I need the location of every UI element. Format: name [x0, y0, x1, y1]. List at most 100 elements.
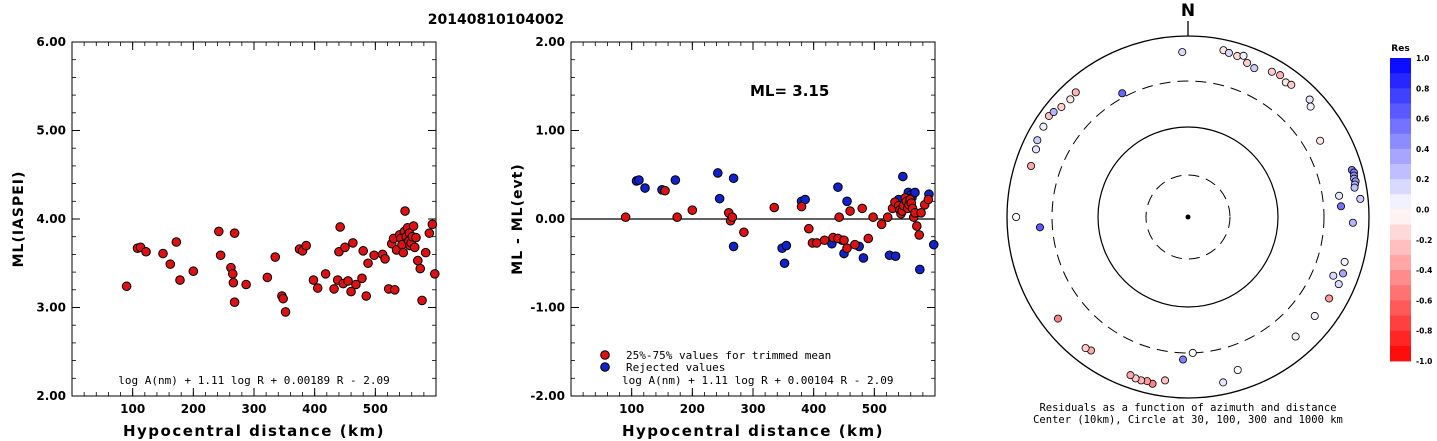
- magnitude-point: [351, 279, 361, 290]
- y-tick-label: 2.00: [36, 389, 66, 403]
- colorbar-tick-label: -1.0: [1416, 357, 1432, 366]
- magnitude-point: [417, 295, 427, 306]
- azimuth-point: [1287, 80, 1296, 89]
- rejected-point: [714, 193, 725, 204]
- trimmed-point: [842, 243, 852, 254]
- trimmed-point: [850, 239, 860, 250]
- rejected-point: [728, 173, 739, 184]
- magnitude-point: [228, 277, 239, 288]
- magnitude-point: [241, 279, 251, 290]
- x-tick-label: 400: [302, 402, 327, 416]
- azimuth-panel: N Residuals as a function of azimuth and …: [1006, 1, 1370, 426]
- magnitude-point: [424, 228, 435, 238]
- rejected-point: [670, 175, 681, 185]
- rejected-point: [833, 182, 843, 192]
- north-label: N: [1181, 1, 1195, 21]
- azimuth-point: [1337, 202, 1346, 211]
- magnitude-point: [121, 281, 132, 292]
- magnitude-point: [409, 242, 420, 253]
- rejected-point: [898, 171, 908, 182]
- y-tick-label: 2.00: [535, 35, 565, 49]
- caption-line-1: Residuals as a function of azimuth and d…: [1039, 402, 1336, 414]
- colorbar-segment: [1390, 270, 1411, 286]
- trimmed-point: [672, 212, 682, 223]
- azimuth-point: [1032, 145, 1041, 154]
- x-tick-label: 200: [680, 402, 705, 416]
- azimuth-point: [1334, 280, 1343, 289]
- magnitude-point: [308, 275, 319, 285]
- y-tick-label: 1.00: [535, 124, 565, 138]
- trimmed-point: [914, 230, 925, 240]
- magnitude-panel: 100 200 300 400 500 2.00 3.00 4.00 5.00 6.00 Hypoc…: [11, 35, 440, 440]
- azimuth-point: [1027, 162, 1036, 171]
- x-tick-label: 400: [801, 402, 826, 416]
- azimuth-point: [1057, 102, 1066, 111]
- magnitude-point: [312, 283, 323, 293]
- magnitude-point: [357, 273, 367, 284]
- colorbar-segment: [1390, 209, 1411, 226]
- trimmed-point: [863, 233, 874, 244]
- azimuth-point: [1126, 371, 1135, 380]
- azimuth-point: [1033, 136, 1042, 145]
- azimuth-point: [1118, 89, 1127, 98]
- magnitude-point: [400, 206, 410, 216]
- trimmed-point: [882, 212, 893, 223]
- rejected-point: [728, 241, 739, 252]
- rejected-point: [842, 196, 852, 207]
- chart-title: 20140810104002: [428, 12, 564, 28]
- trimmed-point: [839, 235, 849, 246]
- trimmed-point: [845, 206, 855, 216]
- trimmed-point: [739, 227, 749, 238]
- magnitude-point: [415, 263, 426, 274]
- magnitude-point: [175, 275, 185, 285]
- colorbar-segment: [1390, 330, 1411, 347]
- azimuth-point: [1219, 378, 1228, 387]
- y-axis-label: ML - ML(evt): [510, 163, 526, 274]
- y-tick-label: 5.00: [36, 124, 66, 138]
- y-tick-label: 6.00: [36, 35, 66, 49]
- plot-frame: [71, 41, 437, 397]
- trimmed-point: [834, 212, 844, 223]
- ring-30km: [1145, 174, 1231, 260]
- colorbar-tick-label: 1.0: [1416, 54, 1429, 63]
- colorbar-segment: [1390, 239, 1411, 256]
- rejected-point: [858, 253, 869, 263]
- azimuth-point: [1356, 194, 1365, 203]
- rejected-point: [915, 264, 925, 275]
- azimuth-point: [1081, 344, 1090, 353]
- azimuth-point: [1188, 348, 1197, 357]
- azimuth-point: [1291, 332, 1300, 341]
- formula-text: log A(nm) + 1.11 log R + 0.00104 R - 2.0…: [622, 374, 894, 387]
- colorbar-tick-label: 0.8: [1416, 84, 1429, 93]
- azimuth-point: [1233, 365, 1242, 374]
- azimuth-point: [1340, 257, 1349, 266]
- colorbar-segment: [1390, 285, 1411, 301]
- azimuth-point: [1348, 218, 1357, 227]
- colorbar-tick-label: 0.6: [1416, 115, 1429, 124]
- colorbar-segment: [1390, 73, 1411, 89]
- ring-300km: [1051, 80, 1325, 354]
- x-tick-label: 300: [740, 402, 765, 416]
- azimuth-point: [1039, 122, 1048, 131]
- caption-line-2: Center (10km), Circle at 30, 100, 300 an…: [1033, 414, 1343, 426]
- trimmed-point: [916, 208, 926, 218]
- magnitude-point: [335, 222, 345, 232]
- colorbar-segment: [1390, 88, 1411, 104]
- magnitude-point: [280, 307, 291, 317]
- magnitude-point: [411, 232, 421, 243]
- colorbar-segment: [1390, 254, 1411, 271]
- azimuth-point: [1250, 64, 1259, 73]
- azimuth-point: [1224, 48, 1233, 57]
- azimuth-point: [1066, 95, 1075, 104]
- ring-100km: [1097, 126, 1279, 308]
- colorbar-tick-label: 0.4: [1416, 145, 1429, 154]
- magnitude-point: [343, 276, 353, 286]
- residual-panel: 100 200 300 400 500 -2.00 -1.00 0.00 1.00 2.00 Hyp…: [510, 35, 939, 440]
- colorbar-tick-label: -0.4: [1416, 266, 1432, 275]
- trimmed-point: [660, 185, 670, 196]
- colorbar-segment: [1390, 315, 1411, 332]
- trimmed-point: [868, 212, 878, 223]
- azimuth-point: [1053, 314, 1062, 323]
- trimmed-point: [923, 194, 934, 205]
- magnitude-point: [229, 228, 240, 238]
